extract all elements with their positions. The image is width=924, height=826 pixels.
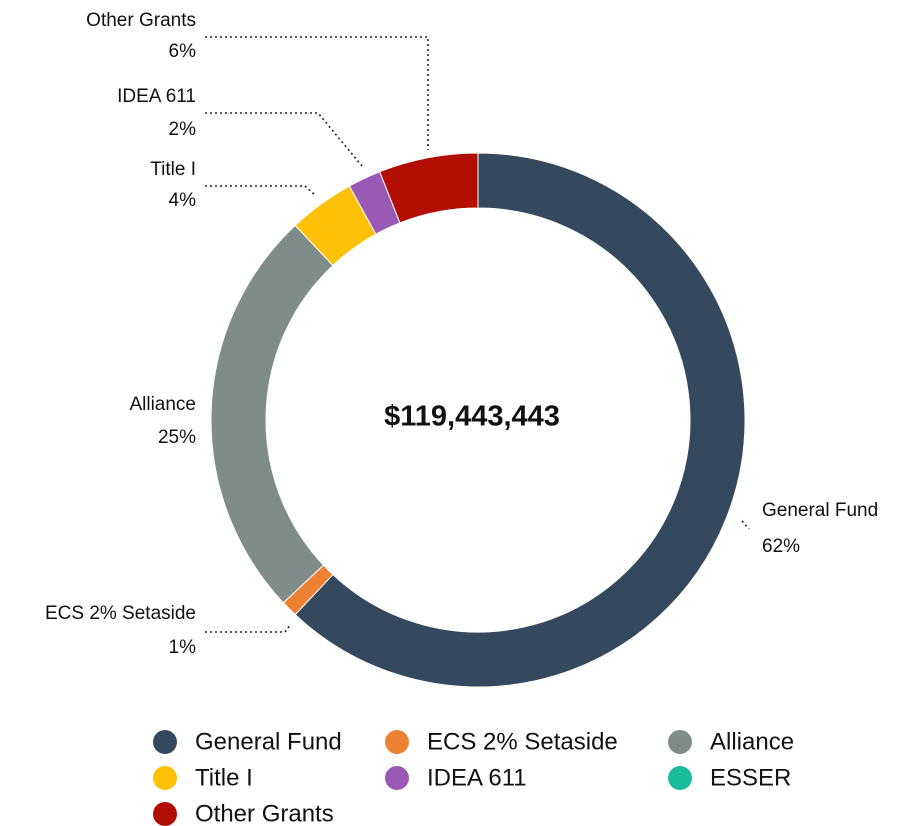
legend-label: ECS 2% Setaside: [427, 728, 618, 755]
slice-percent: 62%: [762, 536, 800, 557]
legend-label: Alliance: [710, 728, 794, 755]
slice-percent: 6%: [169, 41, 197, 62]
slice-name: Other Grants: [86, 10, 196, 31]
slice-name: Alliance: [129, 394, 196, 415]
slice-percent: 1%: [169, 637, 197, 658]
leader-line: [205, 185, 317, 197]
legend-label: Other Grants: [195, 800, 334, 826]
donut-slice: [294, 152, 746, 688]
donut-slice: [379, 152, 479, 224]
legend-swatch: [153, 802, 177, 826]
leader-line: [741, 520, 750, 530]
legend-swatch: [385, 766, 409, 790]
leader-line: [205, 623, 292, 633]
center-total: $119,443,443: [384, 401, 560, 433]
donut: [210, 152, 746, 688]
legend-swatch: [668, 766, 692, 790]
slice-name: ECS 2% Setaside: [45, 603, 196, 624]
legend: General Fund ECS 2% Setaside Alliance Title…: [153, 728, 794, 826]
slice-name: IDEA 611: [117, 86, 196, 107]
slice-percent: 25%: [158, 427, 196, 448]
slice-percent: 2%: [169, 119, 197, 140]
slice-labels: General Fund 62% ECS 2% Setaside 1% Alliance…: [45, 10, 878, 658]
slice-name: Title I: [150, 159, 196, 180]
legend-swatch: [153, 766, 177, 790]
legend-label: IDEA 611: [427, 764, 527, 791]
legend-label: General Fund: [195, 728, 342, 755]
legend-label: ESSER: [710, 764, 791, 791]
legend-label: Title I: [195, 764, 253, 791]
leader-line: [205, 36, 429, 150]
donut-slice: [210, 224, 334, 604]
legend-swatch: [668, 730, 692, 754]
slice-name: General Fund: [762, 500, 878, 521]
leader-line: [205, 112, 363, 167]
slice-percent: 4%: [169, 190, 197, 211]
legend-swatch: [153, 730, 177, 754]
legend-swatch: [385, 730, 409, 754]
